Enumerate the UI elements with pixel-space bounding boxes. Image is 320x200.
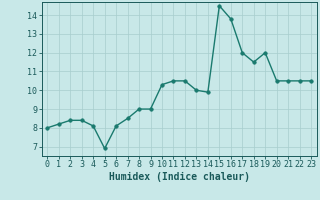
X-axis label: Humidex (Indice chaleur): Humidex (Indice chaleur) — [109, 172, 250, 182]
